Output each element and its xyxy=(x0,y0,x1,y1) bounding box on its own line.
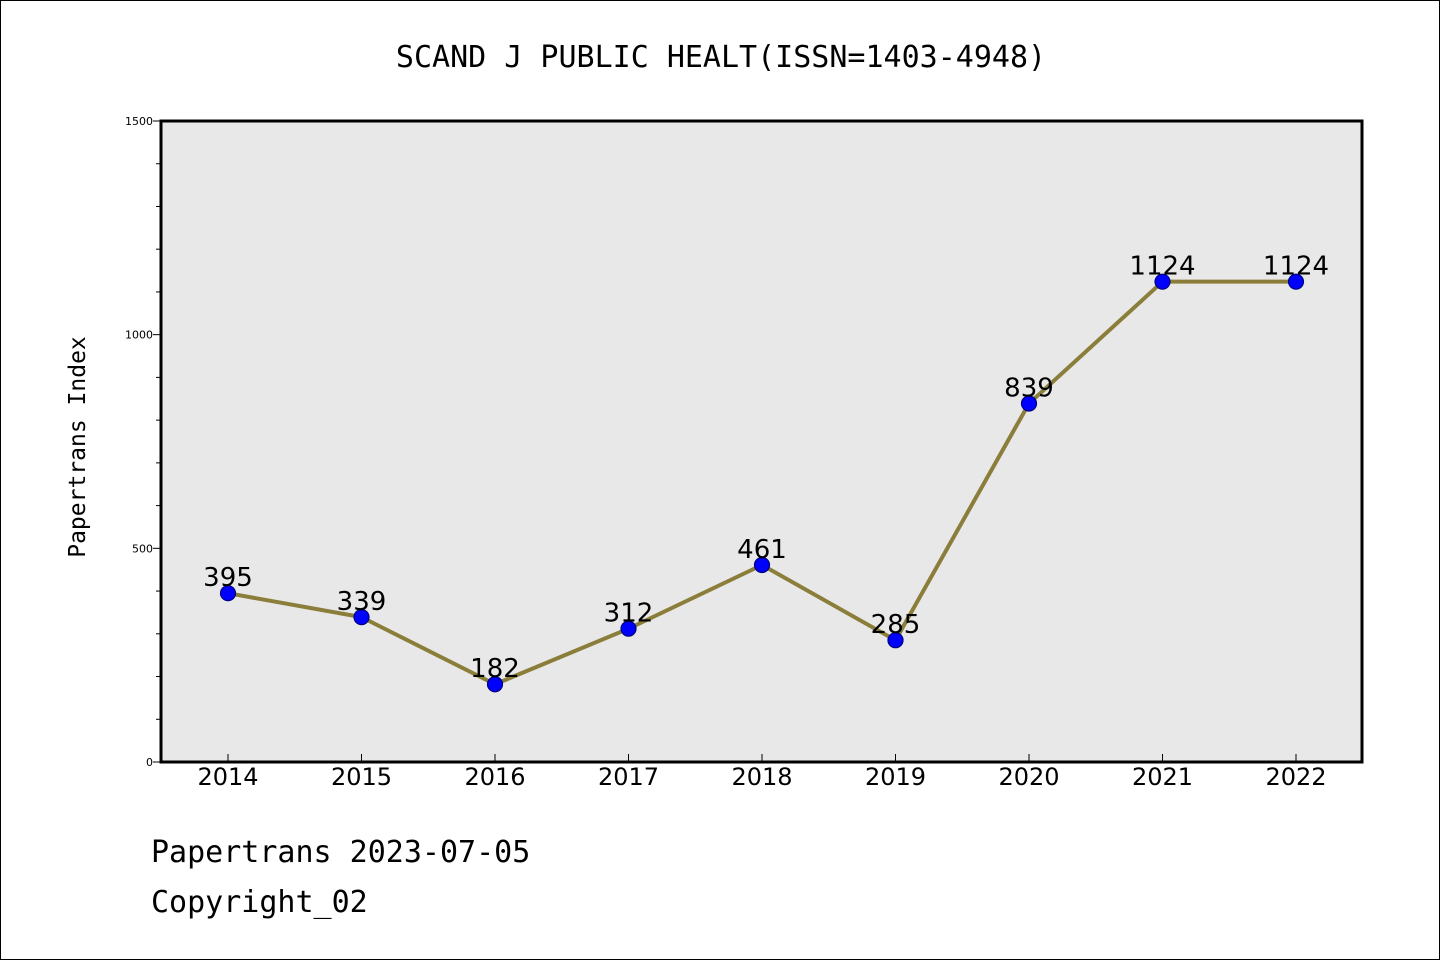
x-tick-label: 2020 xyxy=(998,763,1059,791)
y-tick-label: 1000 xyxy=(125,329,153,342)
data-label: 312 xyxy=(604,599,654,629)
footer-copyright: Copyright_02 xyxy=(151,885,368,920)
y-tick-label: 500 xyxy=(132,542,153,555)
x-axis: 2014 2015 2016 2017 2018 2019 2020 2021 2022 xyxy=(197,754,1327,791)
data-point xyxy=(1154,273,1171,290)
data-point xyxy=(887,632,904,649)
x-tick-label: 2014 xyxy=(197,763,258,791)
data-label: 461 xyxy=(737,535,787,565)
x-tick-label: 2022 xyxy=(1265,763,1326,791)
data-label: 839 xyxy=(1004,373,1054,403)
data-label-layer: 395 339 182 312 461 285 839 1124 1124 xyxy=(203,252,1329,685)
data-point xyxy=(1287,273,1305,290)
series-layer xyxy=(219,273,1305,693)
data-point xyxy=(753,556,771,574)
x-tick-label: 2021 xyxy=(1132,763,1193,791)
data-label: 182 xyxy=(470,654,520,684)
data-label: 395 xyxy=(203,563,253,593)
data-point xyxy=(486,676,504,693)
x-tick-label: 2015 xyxy=(331,763,392,791)
y-tick-label: 0 xyxy=(146,756,153,769)
data-label: 1124 xyxy=(1263,252,1329,282)
plot-area xyxy=(159,119,1364,764)
y-axis: 0 500 1000 1500 xyxy=(125,115,161,769)
chart-title: SCAND J PUBLIC HEALT(ISSN=1403-4948) xyxy=(396,40,1046,75)
x-tick-label: 2016 xyxy=(464,763,525,791)
data-label: 285 xyxy=(871,610,921,640)
data-point xyxy=(1020,395,1038,412)
x-tick-label: 2019 xyxy=(865,763,926,791)
y-tick-label: 1500 xyxy=(125,115,153,128)
x-tick-label: 2017 xyxy=(598,763,659,791)
data-point xyxy=(620,620,637,637)
data-label: 1124 xyxy=(1129,252,1195,282)
data-label: 339 xyxy=(337,587,387,617)
footer-date: Papertrans 2023-07-05 xyxy=(151,835,531,870)
x-tick-label: 2018 xyxy=(731,763,792,791)
data-point xyxy=(219,585,237,602)
y-axis-label: Papertrans Index xyxy=(65,336,91,558)
data-point xyxy=(353,609,370,626)
